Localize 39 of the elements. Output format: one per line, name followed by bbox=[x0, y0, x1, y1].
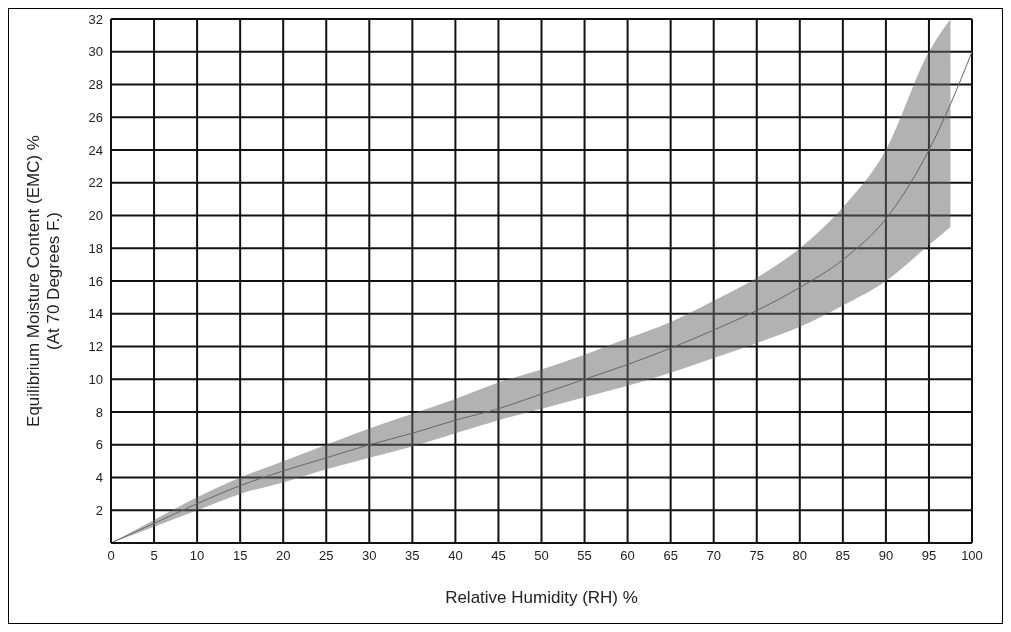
x-tick-label: 75 bbox=[749, 548, 764, 564]
x-tick-label: 35 bbox=[405, 548, 420, 564]
y-axis-title: Equilibrium Moisture Content (EMC) % (At 70 Degrees F.) bbox=[24, 135, 63, 427]
y-tick-label: 16 bbox=[88, 273, 103, 289]
x-tick-label: 25 bbox=[319, 548, 334, 564]
x-tick-label: 60 bbox=[620, 548, 635, 564]
x-tick-label: 30 bbox=[362, 548, 377, 564]
x-tick-label: 15 bbox=[232, 548, 248, 564]
y-tick-label: 32 bbox=[88, 11, 103, 27]
x-tick-label: 70 bbox=[706, 548, 721, 564]
y-tick-label: 8 bbox=[95, 404, 103, 420]
x-tick-label: 85 bbox=[835, 548, 851, 564]
y-tick-label: 22 bbox=[88, 175, 103, 191]
x-tick-label: 0 bbox=[107, 548, 115, 564]
y-tick-label: 28 bbox=[88, 77, 103, 93]
x-tick-label: 90 bbox=[878, 548, 894, 564]
y-tick-label: 2 bbox=[95, 502, 103, 518]
y-tick-label: 14 bbox=[88, 306, 103, 322]
x-tick-label: 65 bbox=[663, 548, 678, 564]
x-tick-label: 10 bbox=[189, 548, 205, 564]
y-tick-label: 6 bbox=[95, 437, 103, 453]
x-tick-label: 95 bbox=[921, 548, 937, 564]
y-tick-label: 12 bbox=[88, 339, 103, 355]
x-tick-label: 5 bbox=[150, 548, 158, 564]
x-tick-label: 50 bbox=[534, 548, 549, 564]
y-tick-label: 26 bbox=[88, 109, 103, 125]
y-tick-label: 4 bbox=[95, 470, 103, 486]
y-tick-label: 18 bbox=[88, 240, 103, 256]
x-tick-label: 55 bbox=[577, 548, 592, 564]
x-axis-title: Relative Humidity (RH) % bbox=[445, 588, 638, 607]
y-tick-label: 20 bbox=[88, 208, 103, 224]
x-tick-label: 45 bbox=[491, 548, 506, 564]
x-tick-label: 40 bbox=[448, 548, 463, 564]
y-tick-label: 10 bbox=[88, 371, 103, 387]
y-tick-label: 30 bbox=[88, 44, 103, 60]
x-tick-label: 20 bbox=[275, 548, 291, 564]
x-tick-label: 100 bbox=[961, 548, 983, 564]
x-tick-label: 80 bbox=[792, 548, 808, 564]
y-tick-label: 24 bbox=[88, 142, 103, 158]
